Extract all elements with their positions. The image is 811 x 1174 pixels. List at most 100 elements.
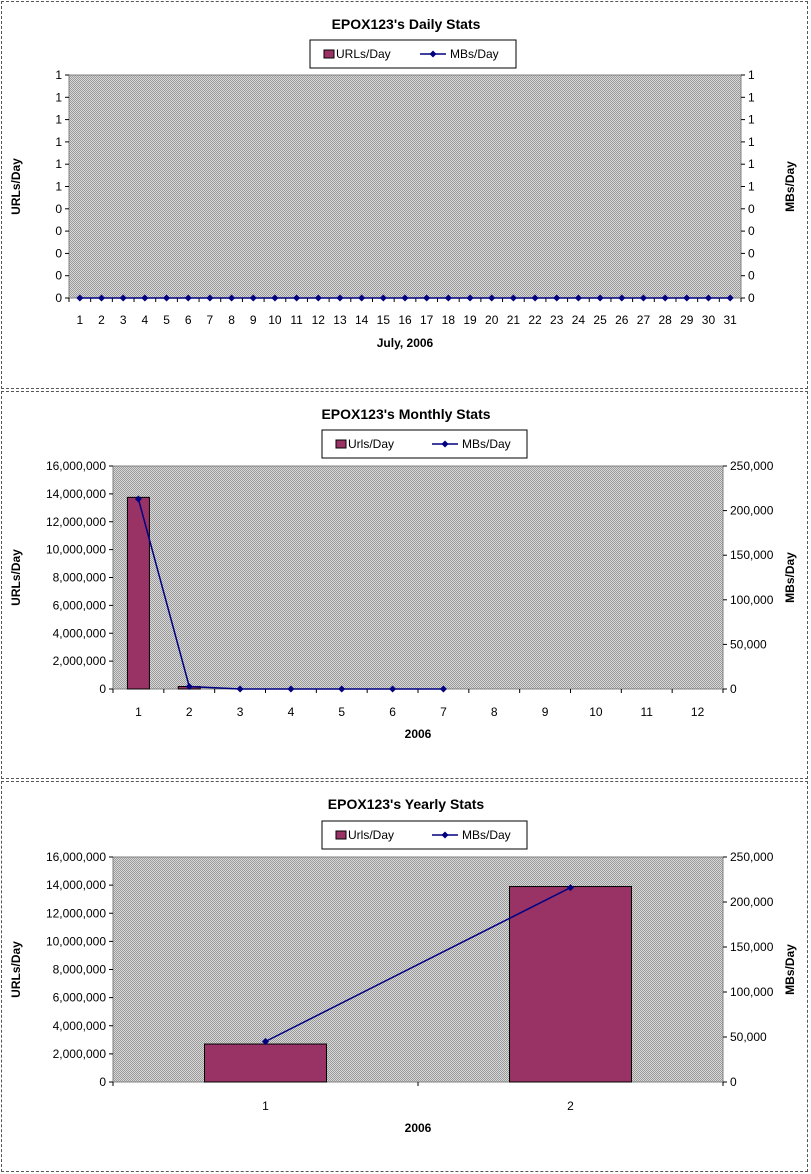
y-tick-label: 0 [55, 246, 62, 260]
x-tick-label: 20 [485, 313, 499, 327]
y-tick-label: 0 [55, 202, 62, 216]
y-axis-title: URLs/Day [9, 549, 23, 606]
y2-tick-label: 1 [748, 68, 755, 82]
line-point-23 [553, 294, 561, 302]
x-tick-label: 23 [550, 313, 564, 327]
x-tick-label: 11 [641, 705, 654, 719]
line-point-8 [228, 294, 236, 302]
x-tick-label: 22 [528, 313, 542, 327]
x-tick-label: 11 [290, 313, 303, 327]
line-point-7 [439, 685, 447, 693]
y-tick-label: 16,000,000 [46, 850, 106, 864]
x-tick-label: 18 [442, 313, 456, 327]
y-tick-label: 16,000,000 [46, 459, 106, 473]
x-tick-label: 7 [440, 705, 447, 719]
y-tick-label: 0 [55, 224, 62, 238]
x-tick-label: 2 [98, 313, 105, 327]
line-point-6 [184, 294, 192, 302]
line-point-3 [236, 685, 244, 693]
mbs-line [265, 886, 571, 1043]
x-tick-label: 5 [338, 705, 345, 719]
y-tick-label: 12,000,000 [46, 906, 106, 920]
plot-area [68, 74, 742, 299]
y2-tick-label: 100,000 [730, 985, 774, 999]
y2-tick-label: 0 [748, 202, 755, 216]
x-tick-label: 6 [185, 313, 192, 327]
legend-bar-label: Urls/Day [348, 828, 394, 842]
y-tick-label: 2,000,000 [53, 1047, 107, 1061]
line-point-9 [249, 294, 257, 302]
line-point-14 [358, 294, 366, 302]
y2-tick-label: 250,000 [730, 850, 774, 864]
x-tick-label: 3 [237, 705, 244, 719]
x-tick-label: 19 [463, 313, 477, 327]
y2-axis-title: MBs/Day [783, 161, 797, 212]
legend-bar-swatch [323, 49, 335, 59]
chart-title: EPOX123's Monthly Stats [321, 406, 490, 422]
y2-tick-label: 0 [748, 246, 755, 260]
line-point-25 [596, 294, 604, 302]
line-point-19 [466, 294, 474, 302]
y2-tick-label: 0 [748, 224, 755, 238]
y-tick-label: 1 [55, 157, 62, 171]
x-tick-label: 4 [142, 313, 149, 327]
x-tick-label: 4 [288, 705, 295, 719]
legend-line-marker [441, 831, 449, 839]
bar-1 [204, 1043, 327, 1083]
monthly-stats-chart: EPOX123's Monthly Stats Urls/Day MBs/Day 0 2… [9, 406, 797, 741]
line-point-1 [76, 294, 84, 302]
x-tick-label: 27 [637, 313, 651, 327]
x-tick-label: 10 [268, 313, 282, 327]
y2-tick-label: 150,000 [730, 548, 774, 562]
y2-tick-label: 250,000 [730, 459, 774, 473]
y2-tick-label: 0 [748, 291, 755, 305]
legend-box [321, 820, 528, 850]
line-point-3 [119, 294, 127, 302]
x-tick-label: 15 [377, 313, 391, 327]
legend-box [309, 39, 517, 69]
line-point-29 [683, 294, 691, 302]
line-point-30 [704, 294, 712, 302]
x-tick-label: 9 [250, 313, 257, 327]
x-tick-label: 6 [389, 705, 396, 719]
legend-box [321, 429, 528, 459]
y-tick-label: 14,000,000 [46, 487, 106, 501]
line-point-5 [338, 685, 346, 693]
y2-tick-label: 150,000 [730, 940, 774, 954]
y-tick-label: 4,000,000 [53, 1019, 107, 1033]
line-point-13 [336, 294, 344, 302]
y-tick-label: 0 [99, 682, 106, 696]
y-axis-title: URLs/Day [9, 941, 23, 998]
y-tick-label: 10,000,000 [46, 934, 106, 948]
x-tick-label: 30 [702, 313, 716, 327]
y2-tick-label: 1 [748, 157, 755, 171]
x-tick-label: 13 [333, 313, 347, 327]
line-point-18 [444, 294, 452, 302]
line-point-4 [287, 685, 295, 693]
y-tick-label: 0 [55, 291, 62, 305]
line-point-27 [639, 294, 647, 302]
y2-tick-label: 1 [748, 180, 755, 194]
y2-tick-label: 1 [748, 90, 755, 104]
x-tick-label: 5 [163, 313, 170, 327]
y-tick-label: 10,000,000 [46, 543, 106, 557]
y-tick-label: 12,000,000 [46, 515, 106, 529]
y-tick-label: 4,000,000 [53, 626, 107, 640]
x-tick-label: 1 [135, 705, 142, 719]
x-tick-label: 3 [120, 313, 127, 327]
x-tick-label: 9 [542, 705, 549, 719]
y-tick-label: 1 [55, 180, 62, 194]
y-tick-label: 1 [55, 113, 62, 127]
y-tick-label: 1 [55, 90, 62, 104]
line-point-20 [488, 294, 496, 302]
line-point-24 [574, 294, 582, 302]
line-point-26 [618, 294, 626, 302]
line-point-22 [531, 294, 539, 302]
legend-line-marker [441, 440, 449, 448]
x-tick-label: 2 [186, 705, 193, 719]
y2-tick-label: 50,000 [730, 1030, 767, 1044]
x-tick-label: 16 [398, 313, 412, 327]
x-tick-label: 1 [262, 1099, 269, 1113]
line-point-31 [726, 294, 734, 302]
x-tick-label: 1 [76, 313, 83, 327]
